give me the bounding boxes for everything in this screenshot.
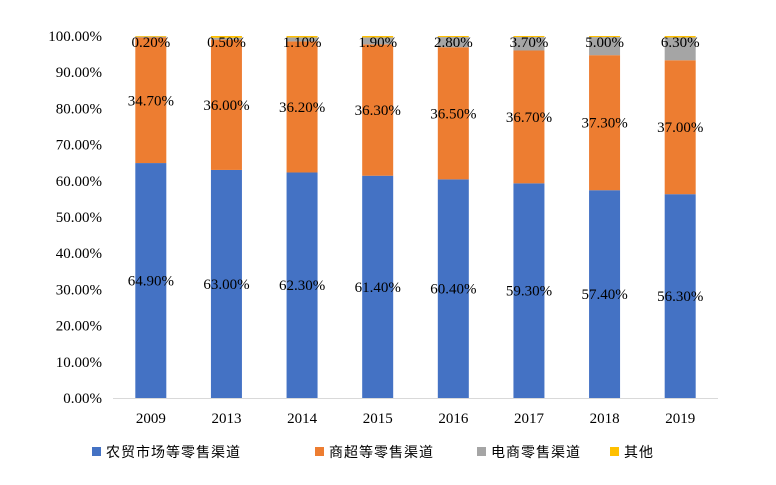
bar-segment (135, 163, 167, 398)
bar-segment (362, 37, 394, 45)
bar-segment (437, 179, 469, 398)
bar-segment (437, 36, 469, 38)
legend-swatch (92, 447, 101, 456)
data-label: 36.50% (430, 106, 476, 122)
bar-segment (664, 60, 696, 195)
data-label: 6.30% (661, 35, 700, 51)
bar-segment (135, 36, 167, 37)
data-label: 60.40% (430, 282, 476, 298)
bar-segment (513, 183, 545, 398)
bar-segment (437, 37, 469, 48)
bars (135, 36, 696, 398)
bar-segment (210, 37, 242, 40)
y-tick-label: 0.00% (63, 391, 102, 407)
legend: 农贸市场等零售渠道 商超等零售渠道 电商零售渠道 其他 (92, 444, 654, 461)
y-axis: 0.00% 10.00% 20.00% 30.00% 40.00% 50.00% 60.00… (48, 29, 102, 407)
legend-swatch (477, 447, 486, 456)
bar-segment (362, 175, 394, 398)
legend-swatch (315, 447, 324, 456)
data-label: 62.30% (279, 278, 325, 294)
x-tick-label: 2018 (590, 411, 620, 427)
bar-segment (210, 36, 242, 38)
x-tick-label: 2015 (363, 411, 393, 427)
bar-segment (286, 36, 318, 38)
data-label: 36.20% (279, 100, 325, 116)
data-label: 61.40% (355, 280, 401, 296)
x-tick-label: 2016 (438, 411, 469, 427)
legend-label: 商超等零售渠道 (329, 444, 434, 461)
bar-segment (210, 169, 242, 398)
legend-label: 电商零售渠道 (491, 445, 581, 461)
bar-segment (286, 37, 318, 42)
y-tick-label: 90.00% (56, 65, 102, 81)
data-label: 34.70% (128, 93, 174, 109)
bar-segment (135, 37, 167, 164)
data-label: 5.00% (585, 35, 624, 51)
bar-segment (589, 36, 621, 38)
x-axis: 2009 2013 2014 2015 2016 2017 2018 2019 (113, 398, 718, 427)
bar-segment (513, 36, 545, 38)
y-tick-label: 40.00% (56, 246, 102, 262)
x-tick-label: 2014 (287, 411, 318, 427)
x-tick-label: 2013 (211, 411, 241, 427)
data-label: 1.90% (358, 35, 397, 51)
data-label: 37.30% (581, 116, 627, 132)
bar-segment (589, 55, 621, 191)
data-label: 64.90% (128, 274, 174, 290)
y-tick-label: 10.00% (56, 355, 102, 371)
bar-segment (210, 39, 242, 170)
bar-segment (437, 47, 469, 180)
data-label: 36.00% (203, 98, 249, 114)
data-label: 63.00% (203, 277, 249, 293)
bar-segment (513, 37, 545, 51)
bar-segment (664, 194, 696, 398)
bar-segment (362, 36, 394, 38)
bar-segment (664, 37, 696, 61)
x-tick-label: 2009 (136, 411, 166, 427)
y-tick-label: 70.00% (56, 138, 102, 154)
bar-segment (362, 44, 394, 176)
y-tick-label: 100.00% (48, 29, 102, 45)
data-labels: 64.90% 63.00% 62.30% 61.40% 60.40% 59.30% 57.4… (128, 35, 704, 305)
bar-segment (589, 37, 621, 56)
bar-segment (286, 41, 318, 173)
data-label: 36.70% (506, 110, 552, 126)
y-tick-label: 20.00% (56, 319, 102, 335)
data-label: 0.20% (131, 35, 170, 51)
legend-label: 农贸市场等零售渠道 (106, 444, 241, 461)
bar-segment (286, 172, 318, 398)
bar-segment (664, 36, 696, 38)
y-tick-label: 60.00% (56, 174, 102, 190)
data-label: 2.80% (434, 35, 473, 51)
data-label: 37.00% (657, 120, 703, 136)
data-label: 59.30% (506, 284, 552, 300)
data-label: 1.10% (283, 35, 322, 51)
legend-label: 其他 (624, 445, 654, 461)
data-label: 0.50% (207, 35, 246, 51)
y-tick-label: 50.00% (56, 210, 102, 226)
x-tick-label: 2017 (514, 411, 545, 427)
legend-swatch (610, 447, 619, 456)
data-label: 3.70% (510, 35, 549, 51)
bar-segment (513, 50, 545, 184)
y-tick-label: 30.00% (56, 282, 102, 298)
data-label: 56.30% (657, 289, 703, 305)
data-label: 36.30% (355, 103, 401, 119)
bar-segment (135, 36, 167, 38)
bar-segment (589, 190, 621, 398)
data-label: 57.40% (581, 287, 627, 303)
y-tick-label: 80.00% (56, 101, 102, 117)
x-tick-label: 2019 (665, 411, 695, 427)
